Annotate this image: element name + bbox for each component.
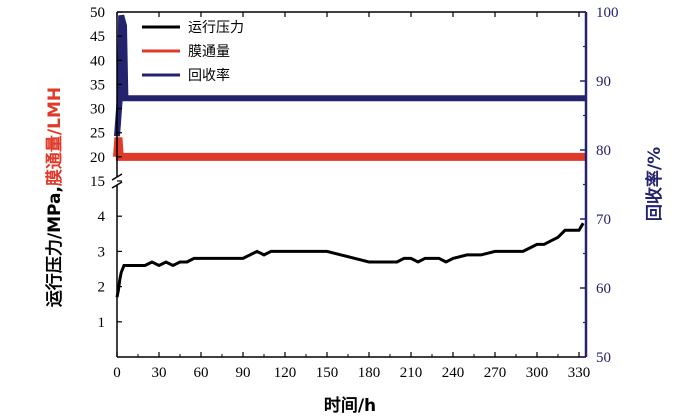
left-axis-title: 运行压力/MPa,膜通量/LMH — [44, 87, 65, 307]
legend-label-recovery: 回收率 — [188, 67, 230, 84]
left-tick-label: 1 — [98, 315, 106, 331]
svg-text:运行压力/MPa,膜通量/LMH: 运行压力/MPa,膜通量/LMH — [44, 87, 65, 307]
axis-break-mark-upper — [111, 173, 123, 181]
right-tick-label: 50 — [596, 350, 611, 366]
x-tick-label: 210 — [400, 365, 423, 381]
x-tick-label: 30 — [152, 365, 167, 381]
left-tick-label: 20 — [90, 150, 105, 166]
x-tick-label: 60 — [194, 365, 209, 381]
x-tick-label: 0 — [113, 365, 121, 381]
right-tick-label: 70 — [596, 212, 611, 228]
svg-text:回收率/%: 回收率/% — [644, 147, 665, 221]
left-tick-label: 30 — [90, 102, 105, 118]
left-tick-label: 40 — [90, 53, 105, 69]
left-axis-title-part-pressure: 运行压力/MPa, — [44, 186, 65, 307]
series-line-flux — [113, 137, 586, 161]
series-layer — [113, 14, 586, 298]
right-axis-title: 回收率/% — [644, 147, 665, 221]
left-axis-title-part-flux: 膜通量/LMH — [44, 87, 65, 186]
x-tick-label: 90 — [236, 365, 251, 381]
x-axis-title: 时间/h — [324, 395, 376, 416]
x-tick-label: 120 — [274, 365, 297, 381]
legend-label-flux: 膜通量 — [188, 44, 230, 60]
x-tick-label: 150 — [316, 365, 339, 381]
left-tick-label: 2 — [98, 280, 106, 296]
legend-label-pressure: 运行压力 — [188, 20, 244, 36]
x-tick-label: 180 — [358, 365, 381, 381]
left-tick-label: 25 — [90, 126, 105, 142]
left-tick-label: 45 — [90, 29, 105, 45]
series-line-pressure — [115, 222, 585, 298]
left-tick-label: 3 — [98, 244, 106, 260]
axis-break-mark-lower — [111, 181, 123, 189]
x-tick-label: 300 — [526, 365, 549, 381]
x-tick-label: 240 — [442, 365, 465, 381]
right-tick-label: 80 — [596, 143, 611, 159]
x-tick-label: 270 — [484, 365, 507, 381]
right-tick-label: 60 — [596, 281, 611, 297]
ticks: 0 30 60 90 120 150 180 210 240 270 300 330 1 2 3 4 15 20 2… — [90, 5, 619, 381]
left-tick-label: 15 — [90, 174, 105, 190]
left-tick-label: 4 — [98, 209, 106, 225]
axes — [111, 11, 588, 358]
right-tick-label: 90 — [596, 74, 611, 90]
right-tick-label: 100 — [596, 5, 619, 21]
x-tick-label: 330 — [568, 365, 591, 381]
series-line-recovery — [114, 14, 586, 137]
left-tick-label: 50 — [90, 5, 105, 21]
left-tick-label: 35 — [90, 77, 105, 93]
